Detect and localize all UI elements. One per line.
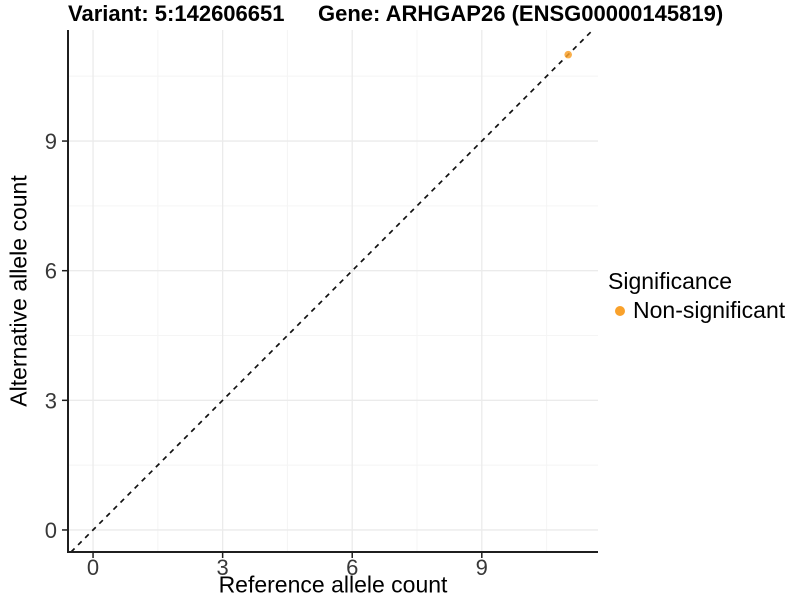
- y-tick-label: 0: [45, 518, 57, 543]
- legend-title: Significance: [608, 268, 733, 294]
- legend-item-non-significant: Non-significant: [608, 297, 785, 324]
- identity-line: [70, 29, 594, 553]
- legend: Significance Non-significant: [608, 268, 785, 324]
- legend-point-icon: [615, 305, 625, 316]
- x-axis-title: Reference allele count: [218, 571, 448, 598]
- variant-title: Variant: 5:142606651: [68, 1, 285, 26]
- x-tick-label: 0: [87, 555, 99, 580]
- legend-item-label: Non-significant: [633, 297, 786, 323]
- x-tick-label: 3: [217, 555, 229, 580]
- panel-background: [68, 30, 598, 552]
- y-tick-label: 3: [45, 388, 57, 413]
- y-tick-label: 9: [45, 129, 57, 154]
- y-tick-label: 6: [45, 259, 57, 284]
- data-point: [564, 50, 572, 59]
- x-tick-label: 9: [476, 555, 488, 580]
- gene-title: Gene: ARHGAP26 (ENSG00000145819): [318, 1, 724, 26]
- x-tick-label: 6: [346, 555, 358, 580]
